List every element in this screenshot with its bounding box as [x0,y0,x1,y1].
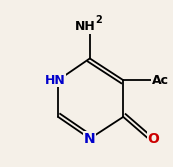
Text: 2: 2 [95,15,102,25]
Text: N: N [84,132,96,146]
Text: NH: NH [75,20,96,33]
Text: O: O [147,132,159,146]
Text: HN: HN [44,74,65,87]
Text: Ac: Ac [152,74,169,87]
